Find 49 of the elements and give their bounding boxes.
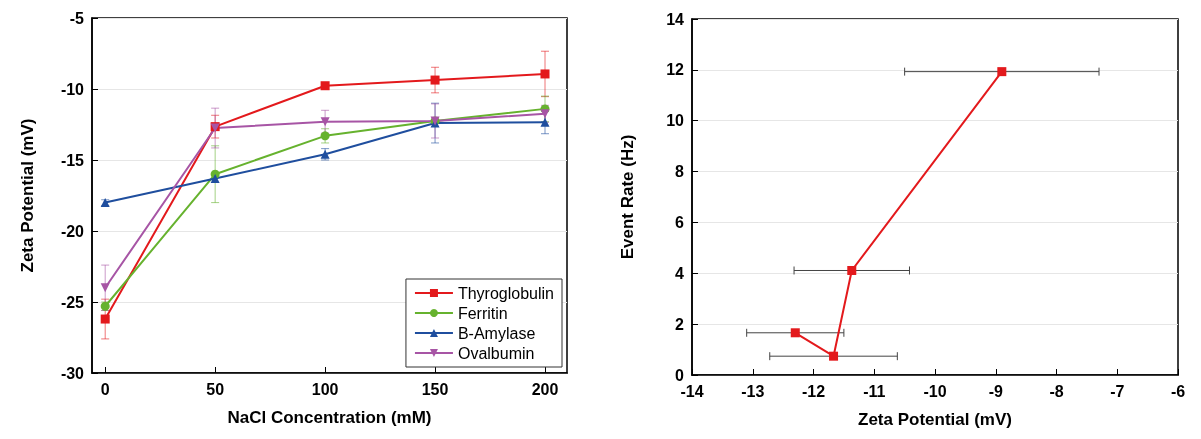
point [540, 69, 550, 79]
x-tick-label: 200 [531, 380, 559, 398]
x-axis-title: NaCl Concentration (mM) [227, 408, 432, 427]
x-tick-label: -9 [988, 382, 1003, 400]
x-tick-label: -6 [1170, 382, 1186, 400]
point [829, 351, 839, 361]
y-tick-label: -10 [60, 80, 85, 98]
x-tick-label: 150 [421, 380, 449, 398]
point [100, 283, 110, 293]
y-tick-label: 8 [675, 163, 685, 181]
point [847, 265, 857, 275]
y-tick-label: -5 [69, 9, 85, 27]
x-tick-label: -7 [1110, 382, 1125, 400]
point [540, 109, 550, 119]
point [540, 117, 550, 127]
legend-label: Ovalbumin [457, 344, 535, 362]
x-tick-label: -10 [923, 382, 947, 400]
y-tick-label: 0 [675, 366, 685, 384]
y-tick-label: 12 [666, 61, 685, 79]
x-tick-label: -12 [801, 382, 826, 400]
x-tick-label: 0 [100, 380, 110, 398]
x-tick-label: -11 [863, 382, 886, 400]
point [790, 328, 800, 338]
legend-label: B-Amylase [457, 324, 536, 342]
point [210, 173, 220, 183]
point [997, 67, 1007, 77]
legend-label: Ferritin [457, 304, 508, 322]
y-tick-label: -25 [60, 293, 85, 311]
y-tick-label: 6 [675, 213, 685, 231]
x-tick-label: -13 [741, 382, 765, 400]
y-axis-title: Zeta Potential (mV) [18, 118, 37, 273]
y-axis-title: Event Rate (Hz) [618, 134, 637, 260]
x-axis-title: Zeta Potential (mV) [858, 410, 1012, 429]
y-tick-label: 10 [666, 112, 685, 130]
y-tick-label: 14 [666, 10, 685, 28]
legend-label: Thyroglobulin [457, 284, 555, 302]
point [100, 314, 110, 324]
point [320, 117, 330, 127]
y-tick-label: -15 [60, 151, 85, 169]
x-tick-label: 100 [311, 380, 339, 398]
point [430, 75, 440, 85]
x-tick-label: -14 [680, 382, 704, 400]
y-tick-label: -30 [60, 364, 85, 382]
x-tick-label: 50 [206, 380, 225, 398]
point [320, 81, 330, 91]
y-tick-label: 2 [675, 315, 685, 333]
y-tick-label: 4 [675, 264, 685, 282]
y-tick-label: -20 [60, 222, 85, 240]
x-tick-label: -8 [1049, 382, 1064, 400]
